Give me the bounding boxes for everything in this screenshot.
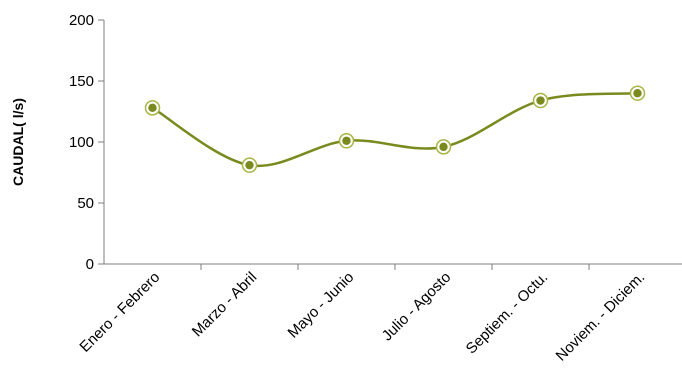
y-tick-label: 0 (86, 256, 94, 273)
data-point-dot (536, 96, 545, 105)
y-tick-label: 150 (69, 73, 94, 90)
data-point (338, 133, 355, 149)
data-point (144, 100, 161, 116)
data-point (241, 157, 258, 173)
data-point (435, 139, 452, 155)
y-axis-title: CAUDAL( l/s) (10, 98, 26, 186)
data-point-dot (633, 89, 642, 98)
x-tick-label: Julio - Agosto (379, 269, 455, 345)
data-point-dot (245, 160, 254, 170)
data-point-dot (342, 136, 351, 145)
y-ticks: 0 50 100 150 200 (69, 12, 104, 273)
x-tick-label: Marzo - Abril (189, 269, 261, 341)
data-point-dot (148, 103, 157, 113)
series-line (151, 91, 638, 168)
y-tick-label: 50 (77, 195, 94, 212)
y-tick-label: 100 (69, 134, 94, 151)
data-point-dot (439, 142, 448, 152)
x-ticks: Enero - Febrero Marzo - Abril Mayo - Junio… (76, 264, 648, 365)
y-tick-label: 200 (69, 12, 94, 29)
data-point (532, 92, 549, 109)
x-tick-label: Septiem. - Octu. (463, 269, 552, 358)
x-tick-label: Enero - Febrero (76, 269, 163, 356)
series-layer (144, 85, 646, 173)
x-tick-label: Mayo - Junio (285, 269, 358, 342)
axes (103, 20, 682, 265)
data-point (629, 85, 646, 101)
x-tick-label: Noviem. - Diciem. (553, 269, 649, 365)
